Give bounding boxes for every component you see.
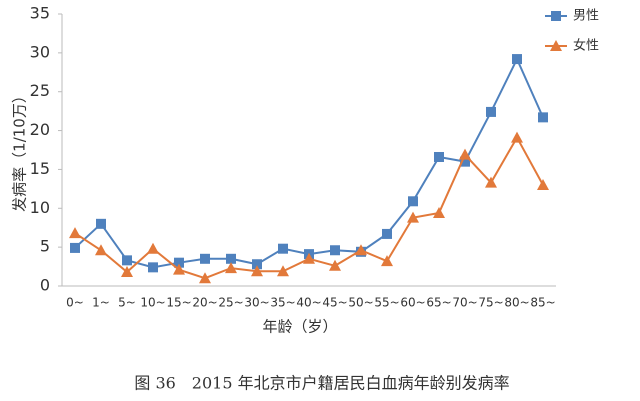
- marker: [486, 106, 496, 117]
- marker: [537, 178, 549, 190]
- marker: [303, 252, 315, 264]
- y-tick-label: 35: [30, 4, 50, 23]
- x-tick-label: 10~: [140, 296, 165, 310]
- marker: [408, 196, 418, 207]
- marker: [407, 211, 419, 223]
- marker: [485, 176, 497, 188]
- x-tick-label: 85~: [530, 296, 555, 310]
- x-tick-label: 75~: [478, 296, 503, 310]
- marker: [251, 265, 263, 277]
- marker: [538, 112, 548, 123]
- x-axis-label: 年龄（岁）: [262, 318, 337, 336]
- marker: [200, 253, 210, 264]
- marker: [511, 131, 523, 143]
- marker: [148, 262, 158, 273]
- x-tick-label: 15~: [166, 296, 191, 310]
- marker: [330, 245, 340, 256]
- legend-label: 女性: [573, 38, 599, 54]
- marker: [434, 151, 444, 162]
- marker: [381, 255, 393, 267]
- y-tick-label: 30: [30, 42, 50, 61]
- x-tick-label: 45~: [322, 296, 347, 310]
- marker: [173, 263, 185, 275]
- marker: [512, 54, 522, 65]
- x-tick-label: 20~: [192, 296, 217, 310]
- marker: [329, 259, 341, 271]
- marker: [459, 148, 471, 160]
- marker: [147, 242, 159, 254]
- x-tick-label: 65~: [426, 296, 451, 310]
- marker: [225, 262, 237, 274]
- y-tick-label: 20: [30, 120, 50, 139]
- marker: [382, 228, 392, 239]
- y-tick-label: 0: [40, 276, 50, 295]
- marker: [278, 243, 288, 254]
- y-tick-label: 10: [30, 198, 50, 217]
- marker: [69, 227, 81, 239]
- marker: [277, 265, 289, 277]
- x-tick-label: 1~: [92, 296, 110, 310]
- y-tick-label: 25: [30, 81, 50, 100]
- marker: [96, 218, 106, 229]
- x-tick-label: 35~: [270, 296, 295, 310]
- marker: [174, 257, 184, 268]
- legend-label: 男性: [573, 9, 599, 24]
- x-tick-label: 30~: [244, 296, 269, 310]
- y-tick-label: 15: [30, 159, 50, 178]
- legend-marker: [550, 40, 562, 51]
- marker: [226, 253, 236, 264]
- marker: [252, 259, 262, 270]
- x-tick-label: 80~: [504, 296, 529, 310]
- marker: [70, 242, 80, 253]
- chart-title: 图 36 2015 年北京市户籍居民白血病年龄别发病率: [134, 374, 509, 393]
- x-tick-label: 40~: [296, 296, 321, 310]
- x-tick-label: 0~: [66, 296, 84, 310]
- marker: [433, 206, 445, 218]
- y-tick-label: 5: [40, 237, 50, 256]
- marker: [460, 156, 470, 167]
- x-tick-label: 25~: [218, 296, 243, 310]
- x-tick-label: 55~: [374, 296, 399, 310]
- y-axis-label: 发病率（1/10万）: [11, 88, 29, 212]
- marker: [122, 255, 132, 266]
- x-tick-label: 50~: [348, 296, 373, 310]
- marker: [95, 244, 107, 256]
- legend-marker: [551, 11, 561, 21]
- marker: [355, 244, 367, 256]
- x-tick-label: 5~: [118, 296, 136, 310]
- x-tick-label: 70~: [452, 296, 477, 310]
- x-tick-label: 60~: [400, 296, 425, 310]
- marker: [121, 266, 133, 278]
- marker: [199, 272, 211, 284]
